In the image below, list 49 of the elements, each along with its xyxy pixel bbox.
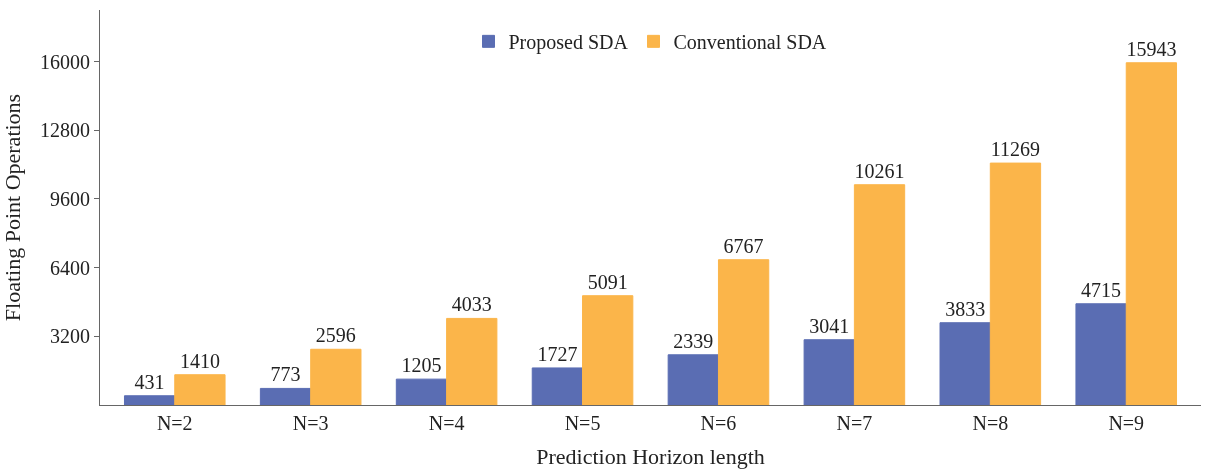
data-label: 2596 xyxy=(315,324,356,347)
y-tick-label: 16000 xyxy=(40,50,90,73)
data-label: 1410 xyxy=(179,349,220,372)
bar xyxy=(582,295,634,405)
data-label: 6767 xyxy=(723,234,764,257)
x-axis-title: Prediction Horizon length xyxy=(536,443,765,469)
legend-label: Proposed SDA xyxy=(508,31,629,55)
data-label: 4033 xyxy=(451,293,492,316)
data-label: 11269 xyxy=(990,138,1041,161)
data-label: 431 xyxy=(134,370,165,393)
x-tick-label: N=6 xyxy=(700,412,737,434)
data-label: 4715 xyxy=(1081,278,1122,301)
bar xyxy=(531,367,584,405)
bar xyxy=(123,395,176,405)
bar xyxy=(446,317,498,405)
bar xyxy=(717,259,770,405)
y-tick-label: 3200 xyxy=(50,325,90,348)
bar xyxy=(395,378,448,405)
data-label: 2339 xyxy=(673,329,714,352)
data-label: 15943 xyxy=(1126,37,1177,60)
data-label: 1727 xyxy=(537,342,578,365)
bar xyxy=(667,354,719,405)
y-tick-label: 6400 xyxy=(50,256,90,279)
data-label: 10261 xyxy=(854,159,905,182)
x-tick-label: N=5 xyxy=(564,412,601,434)
x-tick-label: N=4 xyxy=(428,412,465,434)
bar xyxy=(259,387,312,405)
y-tick-label: 9600 xyxy=(50,187,90,210)
bar xyxy=(1125,62,1178,405)
bar xyxy=(939,322,991,405)
bar xyxy=(1075,303,1127,405)
data-label: 3833 xyxy=(945,297,986,320)
x-tick-label: N=3 xyxy=(292,412,329,434)
data-label: 5091 xyxy=(587,270,628,293)
bar xyxy=(174,374,226,405)
bar xyxy=(803,339,855,405)
bar xyxy=(853,184,906,405)
data-label: 3041 xyxy=(809,314,850,337)
x-tick-label: N=7 xyxy=(836,412,873,434)
y-axis-title: Floating Point Operations xyxy=(0,93,25,322)
x-tick-label: N=2 xyxy=(156,412,193,434)
x-tick-label: N=8 xyxy=(972,412,1009,434)
data-label: 773 xyxy=(270,363,301,386)
bar xyxy=(989,162,1042,405)
data-label: 1205 xyxy=(401,354,442,377)
bar xyxy=(310,348,362,405)
x-tick-label: N=9 xyxy=(1108,412,1145,434)
y-tick-label: 12800 xyxy=(40,119,90,142)
legend-label: Conventional SDA xyxy=(673,31,827,54)
